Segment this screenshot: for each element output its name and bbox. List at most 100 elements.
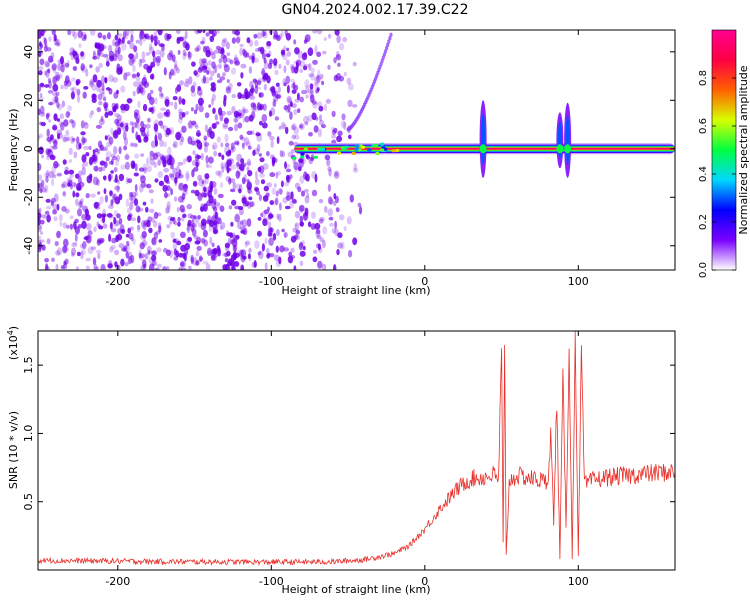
heatmap-speckle xyxy=(284,161,287,170)
heatmap-speckle xyxy=(172,238,177,243)
snr-frame xyxy=(37,330,676,571)
heatmap-speckle xyxy=(258,250,264,260)
heatmap-speckle xyxy=(38,65,44,71)
heatmap-speckle xyxy=(182,49,187,56)
heatmap-speckle xyxy=(244,241,248,248)
heatmap-speckle xyxy=(207,194,212,198)
heatmap-speckle xyxy=(319,216,325,222)
heatmap-speckle xyxy=(126,98,133,104)
heatmap-speckle xyxy=(92,165,99,172)
heatmap-speckle xyxy=(51,63,57,71)
heatmap-speckle xyxy=(228,177,232,185)
heatmap-speckle xyxy=(131,122,137,129)
heatmap-speckle xyxy=(82,241,87,250)
heatmap-speckle xyxy=(149,263,155,270)
heatmap-speckle xyxy=(314,44,318,54)
heatmap-speckle xyxy=(129,201,134,211)
heatmap-speckle xyxy=(139,127,146,133)
heatmap-speckle xyxy=(327,183,331,192)
heatmap-speckle xyxy=(61,134,68,143)
heatmap-speckle xyxy=(127,227,131,234)
heatmap-speckle xyxy=(100,264,106,270)
heatmap-speckle xyxy=(160,107,167,111)
heatmap-speckle xyxy=(96,221,100,227)
heatmap-speckle xyxy=(125,250,129,259)
heatmap-speckle xyxy=(258,153,262,157)
heatmap-burst-peak xyxy=(564,144,572,154)
heatmap-speckle xyxy=(229,158,233,162)
heatmap-speckle xyxy=(226,167,232,172)
heatmap-speckle xyxy=(93,201,99,209)
heatmap-speckle xyxy=(224,258,229,263)
heatmap-speckle xyxy=(120,258,125,267)
heatmap-speckle xyxy=(69,215,74,220)
heatmap-speckle xyxy=(295,61,299,71)
heatmap-speckle xyxy=(153,119,160,127)
heatmap-speckle xyxy=(289,111,293,120)
heatmap-speckle xyxy=(134,184,138,192)
heatmap-speckle xyxy=(56,118,61,122)
heatmap-speckle xyxy=(357,202,362,208)
heatmap-speckle xyxy=(143,183,149,188)
heatmap-speckle xyxy=(245,161,252,166)
heatmap-speckle xyxy=(168,173,175,178)
heatmap-speckle xyxy=(107,173,114,180)
heatmap-speckle xyxy=(211,145,216,150)
heatmap-speckle xyxy=(40,231,43,235)
heatmap-speckle xyxy=(297,50,304,59)
heatmap-speckle xyxy=(70,91,75,100)
heatmap-speckle xyxy=(209,184,213,193)
heatmap-y-tick-label: -20 xyxy=(22,188,35,206)
heatmap-speckle xyxy=(237,220,242,230)
heatmap-speckle xyxy=(272,100,275,107)
heatmap-speckle xyxy=(107,263,113,269)
heatmap-speckle xyxy=(94,205,101,210)
heatmap-speckle xyxy=(89,64,93,69)
heatmap-speckle xyxy=(99,160,106,166)
heatmap-speckle xyxy=(298,242,304,251)
heatmap-speckle xyxy=(343,71,347,77)
heatmap-speckle xyxy=(100,217,106,223)
heatmap-speckle xyxy=(123,145,127,151)
heatmap-speckle xyxy=(287,104,291,113)
heatmap-speckle xyxy=(187,236,193,242)
heatmap-speckle xyxy=(252,201,256,207)
heatmap-speckle xyxy=(38,174,43,181)
heatmap-speckle xyxy=(319,73,324,80)
heatmap-speckle xyxy=(278,33,283,40)
heatmap-speckle xyxy=(81,220,87,229)
heatmap-speckle xyxy=(254,40,259,47)
heatmap-speckle xyxy=(256,190,261,196)
heatmap-speckle xyxy=(229,59,234,65)
heatmap-speckle xyxy=(285,59,290,66)
snr-x-tick-label: -200 xyxy=(105,575,130,588)
heatmap-speckle xyxy=(116,233,123,241)
heatmap-speckle xyxy=(66,224,70,229)
heatmap-speckle xyxy=(94,42,98,49)
heatmap-speckle xyxy=(136,72,140,78)
heatmap-speckle xyxy=(327,33,332,39)
heatmap-speckle xyxy=(285,195,292,201)
heatmap-speckle xyxy=(118,146,122,155)
heatmap-speckle xyxy=(241,177,246,185)
heatmap-speckle xyxy=(312,100,318,109)
heatmap-speckle xyxy=(236,37,241,44)
heatmap-speckle xyxy=(116,124,122,133)
heatmap-speckle xyxy=(125,122,129,128)
heatmap-speckle xyxy=(263,30,267,36)
heatmap-speckle xyxy=(158,86,163,92)
heatmap-speckle xyxy=(158,180,165,187)
heatmap-burst-core xyxy=(481,113,486,165)
heatmap-speckle xyxy=(43,44,48,53)
heatmap-speckle xyxy=(145,123,151,129)
heatmap-speckle xyxy=(164,131,170,138)
heatmap-speckle xyxy=(257,166,262,173)
heatmap-speckle xyxy=(259,120,263,126)
heatmap-y-tick-label: 20 xyxy=(22,93,35,107)
heatmap-speckle xyxy=(327,166,332,172)
heatmap-speckle xyxy=(83,86,89,90)
heatmap-speckle xyxy=(166,266,170,270)
heatmap-speckle xyxy=(148,189,154,194)
heatmap-speckle xyxy=(48,119,52,123)
heatmap-speckle xyxy=(130,34,134,43)
